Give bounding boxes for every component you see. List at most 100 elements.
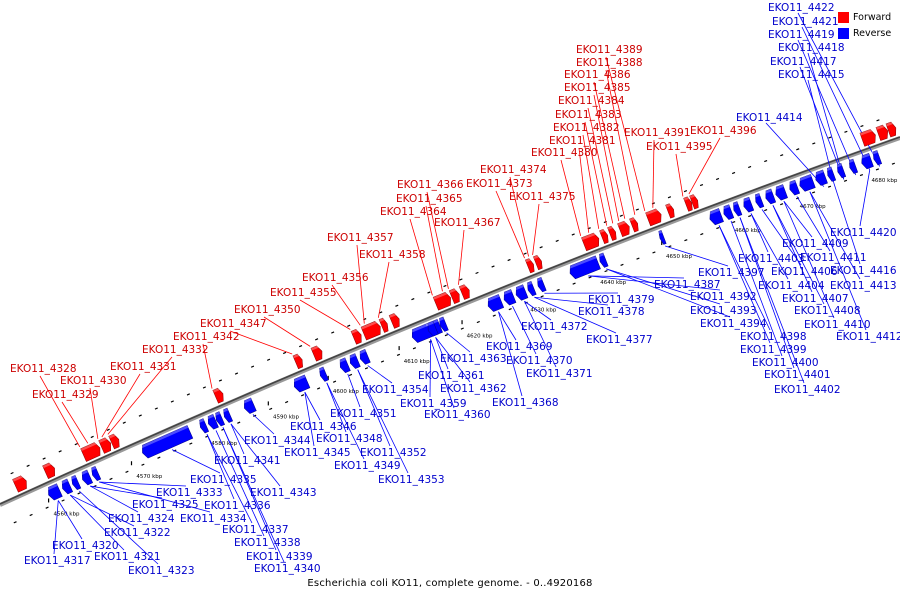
tick-mark-below [620, 263, 624, 266]
tick-mark-above [683, 190, 688, 193]
reverse-leader-line [761, 209, 802, 266]
forward-gene-label: EKO11_4373 [466, 178, 533, 190]
tick-mark-above [299, 344, 303, 348]
reverse-label: Reverse [853, 27, 892, 39]
reverse-leader-line [435, 337, 471, 383]
forward-gene-label: EKO11_4332 [142, 344, 209, 356]
scale-tick-label: 4640 kbp [600, 280, 626, 286]
reverse-gene [437, 316, 449, 332]
reverse-gene-label: EKO11_4411 [800, 252, 867, 264]
tick-mark-above [379, 311, 383, 314]
reverse-gene-label: EKO11_4334 [180, 513, 247, 525]
forward-leader-line [688, 137, 721, 195]
reverse-gene [741, 196, 755, 213]
forward-gene [432, 291, 451, 311]
reverse-leader-line [772, 205, 825, 305]
forward-gene-label: EKO11_4382 [553, 122, 620, 134]
tick-mark-above [186, 393, 191, 396]
forward-leader-line [426, 191, 449, 289]
tick-mark-below [157, 456, 161, 459]
forward-leader-line [593, 94, 620, 222]
tick-mark-above [651, 202, 656, 205]
forward-gene-label: EKO11_4350 [234, 304, 301, 316]
reverse-leader-line [304, 391, 321, 421]
reverse-gene-label: EKO11_4338 [234, 537, 301, 549]
forward-gene [350, 328, 362, 345]
tick-mark-above [90, 435, 94, 439]
forward-leader-line [356, 244, 365, 324]
scale-tick-label: 4620 kbp [467, 333, 493, 339]
reverse-gene-label: EKO11_4420 [830, 227, 897, 239]
forward-gene [581, 231, 600, 252]
tick-mark-below [364, 367, 369, 370]
reverse-gene-label: EKO11_4402 [774, 384, 841, 396]
reverse-gene [721, 204, 735, 220]
reverse-leader-line [326, 382, 347, 433]
tick-mark-below [444, 333, 448, 337]
reverse-gene-label: EKO11_4317 [24, 555, 91, 567]
reverse-leader-line [797, 39, 857, 176]
tick-mark-below [332, 380, 337, 383]
forward-gene [645, 207, 662, 227]
forward-gene-label: EKO11_4385 [564, 82, 631, 94]
forward-gene-label: EKO11_4386 [564, 69, 631, 81]
tick-mark-below [77, 492, 81, 495]
reverse-gene-label: EKO11_4353 [378, 474, 445, 486]
reverse-leader-line [524, 301, 557, 368]
tick-mark-above [250, 365, 255, 368]
forward-gene [360, 320, 381, 341]
tick-mark-above [331, 331, 335, 334]
reverse-gene [707, 208, 724, 226]
reverse-leader-line [78, 490, 159, 565]
reverse-leader-line [588, 275, 685, 279]
reverse-gene [221, 407, 234, 423]
reverse-gene [501, 289, 517, 306]
forward-gene [617, 220, 630, 238]
reverse-gene [657, 230, 667, 245]
reverse-leader-line [53, 500, 59, 555]
legend-reverse: Reverse [838, 25, 891, 41]
forward-gene [607, 225, 617, 241]
forward-gene [458, 283, 470, 300]
reverse-leader-line [807, 79, 835, 184]
scale-tick [267, 401, 269, 406]
reverse-gene-label: EKO11_4345 [284, 447, 351, 459]
forward-gene-label: EKO11_4328 [10, 363, 77, 375]
tick-mark-below [348, 373, 353, 377]
reverse-gene-label: EKO11_4412 [836, 331, 900, 343]
forward-gene [629, 216, 639, 233]
forward-leader-line [652, 139, 655, 208]
forward-swatch [838, 11, 849, 23]
reverse-gene [535, 277, 547, 293]
tick-mark-below [764, 209, 768, 212]
forward-gene [665, 202, 675, 219]
reverse-gene-label: EKO11_4322 [104, 527, 171, 539]
tick-mark-below [827, 185, 832, 188]
reverse-leader-line [534, 296, 617, 334]
forward-gene [108, 432, 120, 450]
reverse-gene [241, 397, 257, 414]
forward-gene-label: EKO11_4388 [576, 57, 643, 69]
reverse-gene-label: EKO11_4370 [506, 355, 573, 367]
reverse-leader-line [809, 191, 867, 331]
forward-gene-label: EKO11_4381 [549, 135, 616, 147]
reverse-gene [485, 294, 505, 312]
forward-leader-line [425, 205, 443, 292]
forward-leader-line [578, 147, 590, 233]
tick-mark-above [411, 298, 415, 301]
forward-gene-label: EKO11_4384 [558, 95, 625, 107]
forward-leader-line [61, 401, 89, 444]
reverse-gene-label: EKO11_4335 [190, 474, 257, 486]
tick-mark-below [301, 394, 305, 397]
legend: Forward Reverse [838, 9, 891, 41]
forward-gene-label: EKO11_4364 [380, 206, 447, 218]
reverse-gene-label: EKO11_4407 [782, 293, 849, 305]
forward-leader-line [593, 81, 626, 219]
tick-mark-above [780, 154, 784, 157]
tick-mark-above [347, 324, 351, 327]
scale-tick-label: 4600 kbp [333, 389, 359, 395]
forward-gene [42, 461, 55, 479]
forward-gene-label: EKO11_4366 [397, 179, 464, 191]
reverse-gene [337, 357, 351, 374]
tick-mark-above [443, 284, 447, 288]
